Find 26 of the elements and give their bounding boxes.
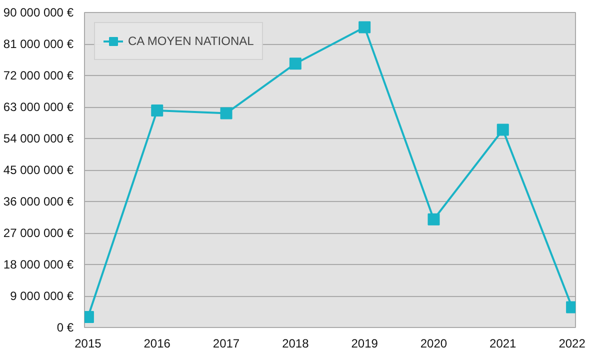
x-tick-label: 2018 xyxy=(282,336,310,350)
y-tick-label: 45 000 000 € xyxy=(3,163,74,177)
x-tick-label: 2015 xyxy=(74,336,102,350)
y-tick-label: 9 000 000 € xyxy=(10,289,74,303)
point xyxy=(289,58,302,70)
y-tick-label: 81 000 000 € xyxy=(3,37,74,51)
x-tick-label: 2016 xyxy=(144,336,171,350)
y-tick-label: 27 000 000 € xyxy=(3,226,74,240)
point xyxy=(220,107,232,120)
x-tick-label: 2021 xyxy=(490,336,517,350)
y-tick-label: 18 000 000 € xyxy=(3,258,74,272)
legend-label: CA MOYEN NATIONAL xyxy=(128,34,254,48)
point xyxy=(428,213,440,226)
point xyxy=(496,124,509,136)
point xyxy=(358,21,371,34)
y-tick-label: 63 000 000 € xyxy=(3,100,74,114)
x-tick-label: 2017 xyxy=(212,336,240,350)
y-tick-label: 36 000 000 € xyxy=(3,194,74,208)
x-tick-label: 2022 xyxy=(558,336,586,350)
y-tick-label: 54 000 000 € xyxy=(3,132,74,146)
y-tick-label: 0 € xyxy=(56,320,74,334)
y-tick-label: 90 000 000 € xyxy=(3,6,74,20)
point xyxy=(151,104,164,116)
x-tick-label: 2020 xyxy=(420,336,448,350)
y-tick-label: 72 000 000 € xyxy=(3,68,74,82)
x-tick-label: 2019 xyxy=(351,336,378,350)
